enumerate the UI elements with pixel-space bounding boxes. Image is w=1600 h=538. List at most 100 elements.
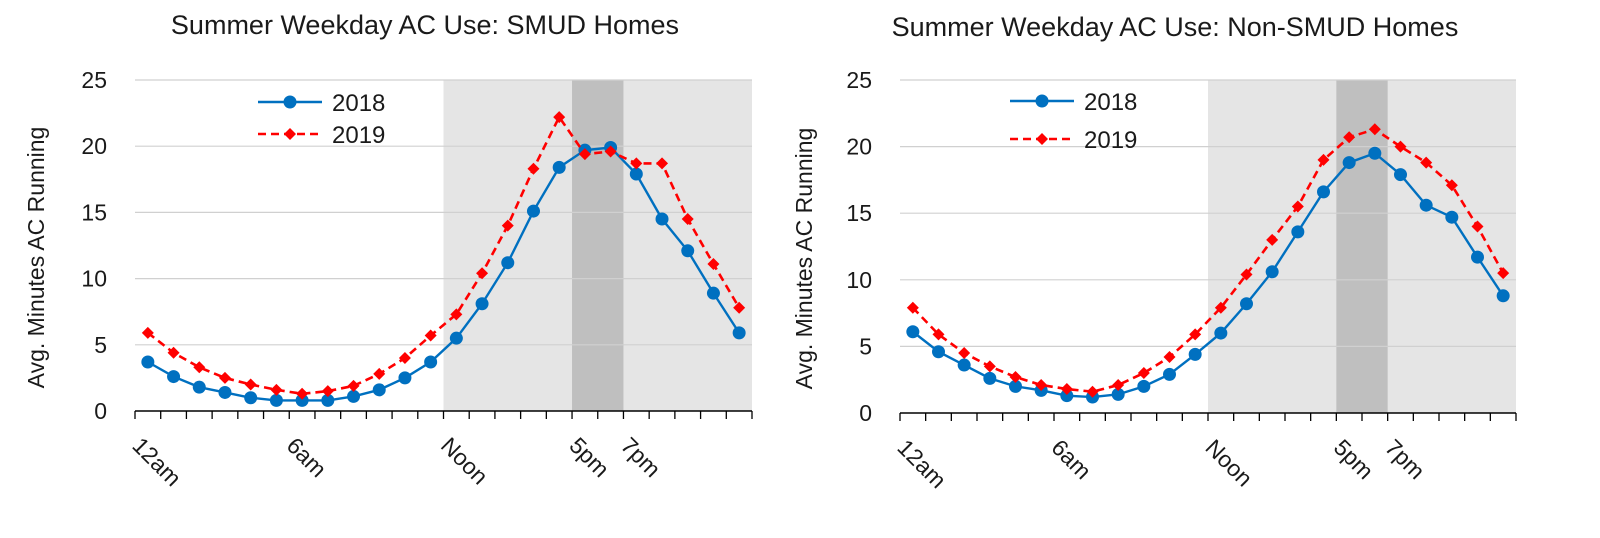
- data-point-2018: [141, 355, 155, 369]
- data-point-2018: [398, 371, 412, 385]
- data-point-2018: [1060, 389, 1074, 403]
- data-point-2018: [1496, 289, 1510, 303]
- y-tick-label: 25: [846, 67, 872, 93]
- data-point-2019: [167, 346, 180, 359]
- data-point-2019: [193, 361, 206, 374]
- data-point-2019: [527, 162, 540, 175]
- data-point-2018: [681, 244, 695, 258]
- data-point-2018: [475, 297, 489, 311]
- legend-marker-2018: [283, 95, 297, 109]
- x-tick-label: 7pm: [616, 432, 666, 482]
- data-point-2018: [1188, 347, 1202, 361]
- data-point-2018: [655, 212, 669, 226]
- x-tick-label: 12am: [127, 432, 186, 491]
- data-point-2019: [983, 360, 996, 373]
- data-point-2019: [244, 378, 257, 391]
- data-point-2019: [1368, 123, 1381, 136]
- data-point-2018: [501, 256, 515, 270]
- data-point-2019: [1035, 379, 1048, 392]
- data-point-2019: [1112, 379, 1125, 392]
- y-axis-label: Avg. Minutes AC Running: [23, 127, 49, 389]
- data-point-2019: [373, 367, 386, 380]
- legend-label: 2018: [1084, 89, 1137, 116]
- data-point-2019: [604, 145, 617, 158]
- data-point-2018: [1163, 367, 1176, 381]
- data-point-2018: [1394, 168, 1407, 182]
- data-point-2018: [706, 286, 720, 300]
- data-point-2019: [958, 347, 971, 360]
- legend-label: 2018: [332, 90, 385, 117]
- data-point-2018: [295, 393, 309, 407]
- legend-marker-2019: [1036, 133, 1048, 145]
- data-point-2019: [1394, 140, 1407, 153]
- y-tick-label: 0: [859, 400, 872, 426]
- chart-title: Summer Weekday AC Use: Non-SMUD Homes: [892, 12, 1459, 42]
- data-point-2018: [269, 393, 283, 407]
- data-point-2019: [501, 219, 514, 232]
- data-point-2019: [141, 326, 154, 339]
- x-tick-label: 6am: [282, 432, 332, 482]
- data-point-2018: [932, 345, 945, 359]
- data-point-2018: [1419, 198, 1433, 212]
- data-point-2018: [1342, 156, 1356, 170]
- data-point-2019: [296, 387, 309, 400]
- data-point-2019: [1291, 200, 1304, 213]
- data-point-2019: [707, 258, 720, 271]
- data-point-2019: [1086, 385, 1099, 398]
- data-point-2019: [630, 157, 643, 170]
- y-tick-label: 25: [81, 67, 107, 93]
- data-point-2019: [1343, 131, 1356, 144]
- data-point-2019: [1497, 267, 1510, 280]
- data-point-2019: [1471, 220, 1484, 233]
- data-point-2019: [681, 213, 694, 226]
- y-tick-label: 20: [846, 134, 872, 160]
- data-point-2019: [1189, 328, 1202, 341]
- data-point-2019: [932, 328, 945, 341]
- data-point-2019: [321, 385, 334, 398]
- data-point-2019: [1420, 156, 1433, 169]
- data-point-2018: [321, 393, 335, 407]
- data-point-2019: [398, 352, 411, 365]
- data-point-2018: [906, 325, 920, 339]
- data-point-2019: [578, 148, 591, 161]
- data-point-2019: [656, 157, 669, 170]
- y-tick-label: 15: [846, 200, 872, 226]
- data-point-2018: [1471, 250, 1484, 264]
- y-axis-label: Avg. Minutes AC Running: [791, 128, 817, 390]
- legend-label: 2019: [1084, 127, 1137, 154]
- y-tick-label: 10: [846, 267, 872, 293]
- data-point-2018: [347, 389, 361, 403]
- legend-marker-2018: [1035, 94, 1049, 108]
- data-point-2018: [424, 355, 438, 369]
- data-point-2018: [1111, 387, 1125, 401]
- data-point-2019: [218, 371, 231, 384]
- x-tick-label: Noon: [436, 432, 493, 489]
- data-point-2018: [1445, 210, 1459, 224]
- data-point-2019: [347, 379, 360, 392]
- y-tick-label: 5: [859, 333, 872, 359]
- data-point-2018: [1265, 265, 1279, 279]
- data-point-2018: [1291, 225, 1305, 239]
- data-point-2018: [957, 358, 971, 372]
- shaded-period-dark: [1336, 80, 1388, 413]
- data-point-2019: [553, 111, 566, 124]
- data-point-2018: [1240, 297, 1253, 311]
- y-tick-label: 10: [81, 266, 107, 292]
- y-tick-label: 0: [94, 398, 107, 424]
- x-tick-label: 6am: [1046, 434, 1096, 484]
- series-line-2019: [911, 127, 1505, 394]
- shaded-period-dark: [572, 80, 624, 411]
- data-point-2019: [1163, 351, 1176, 364]
- data-point-2018: [552, 160, 566, 174]
- data-point-2019: [270, 383, 283, 396]
- data-point-2019: [476, 267, 489, 280]
- data-point-2019: [1214, 301, 1227, 314]
- data-point-2018: [526, 204, 540, 218]
- data-point-2019: [906, 301, 919, 314]
- legend-label: 2019: [332, 122, 385, 149]
- data-point-2019: [1266, 233, 1279, 246]
- data-point-2019: [1009, 371, 1022, 384]
- data-point-2018: [983, 371, 997, 385]
